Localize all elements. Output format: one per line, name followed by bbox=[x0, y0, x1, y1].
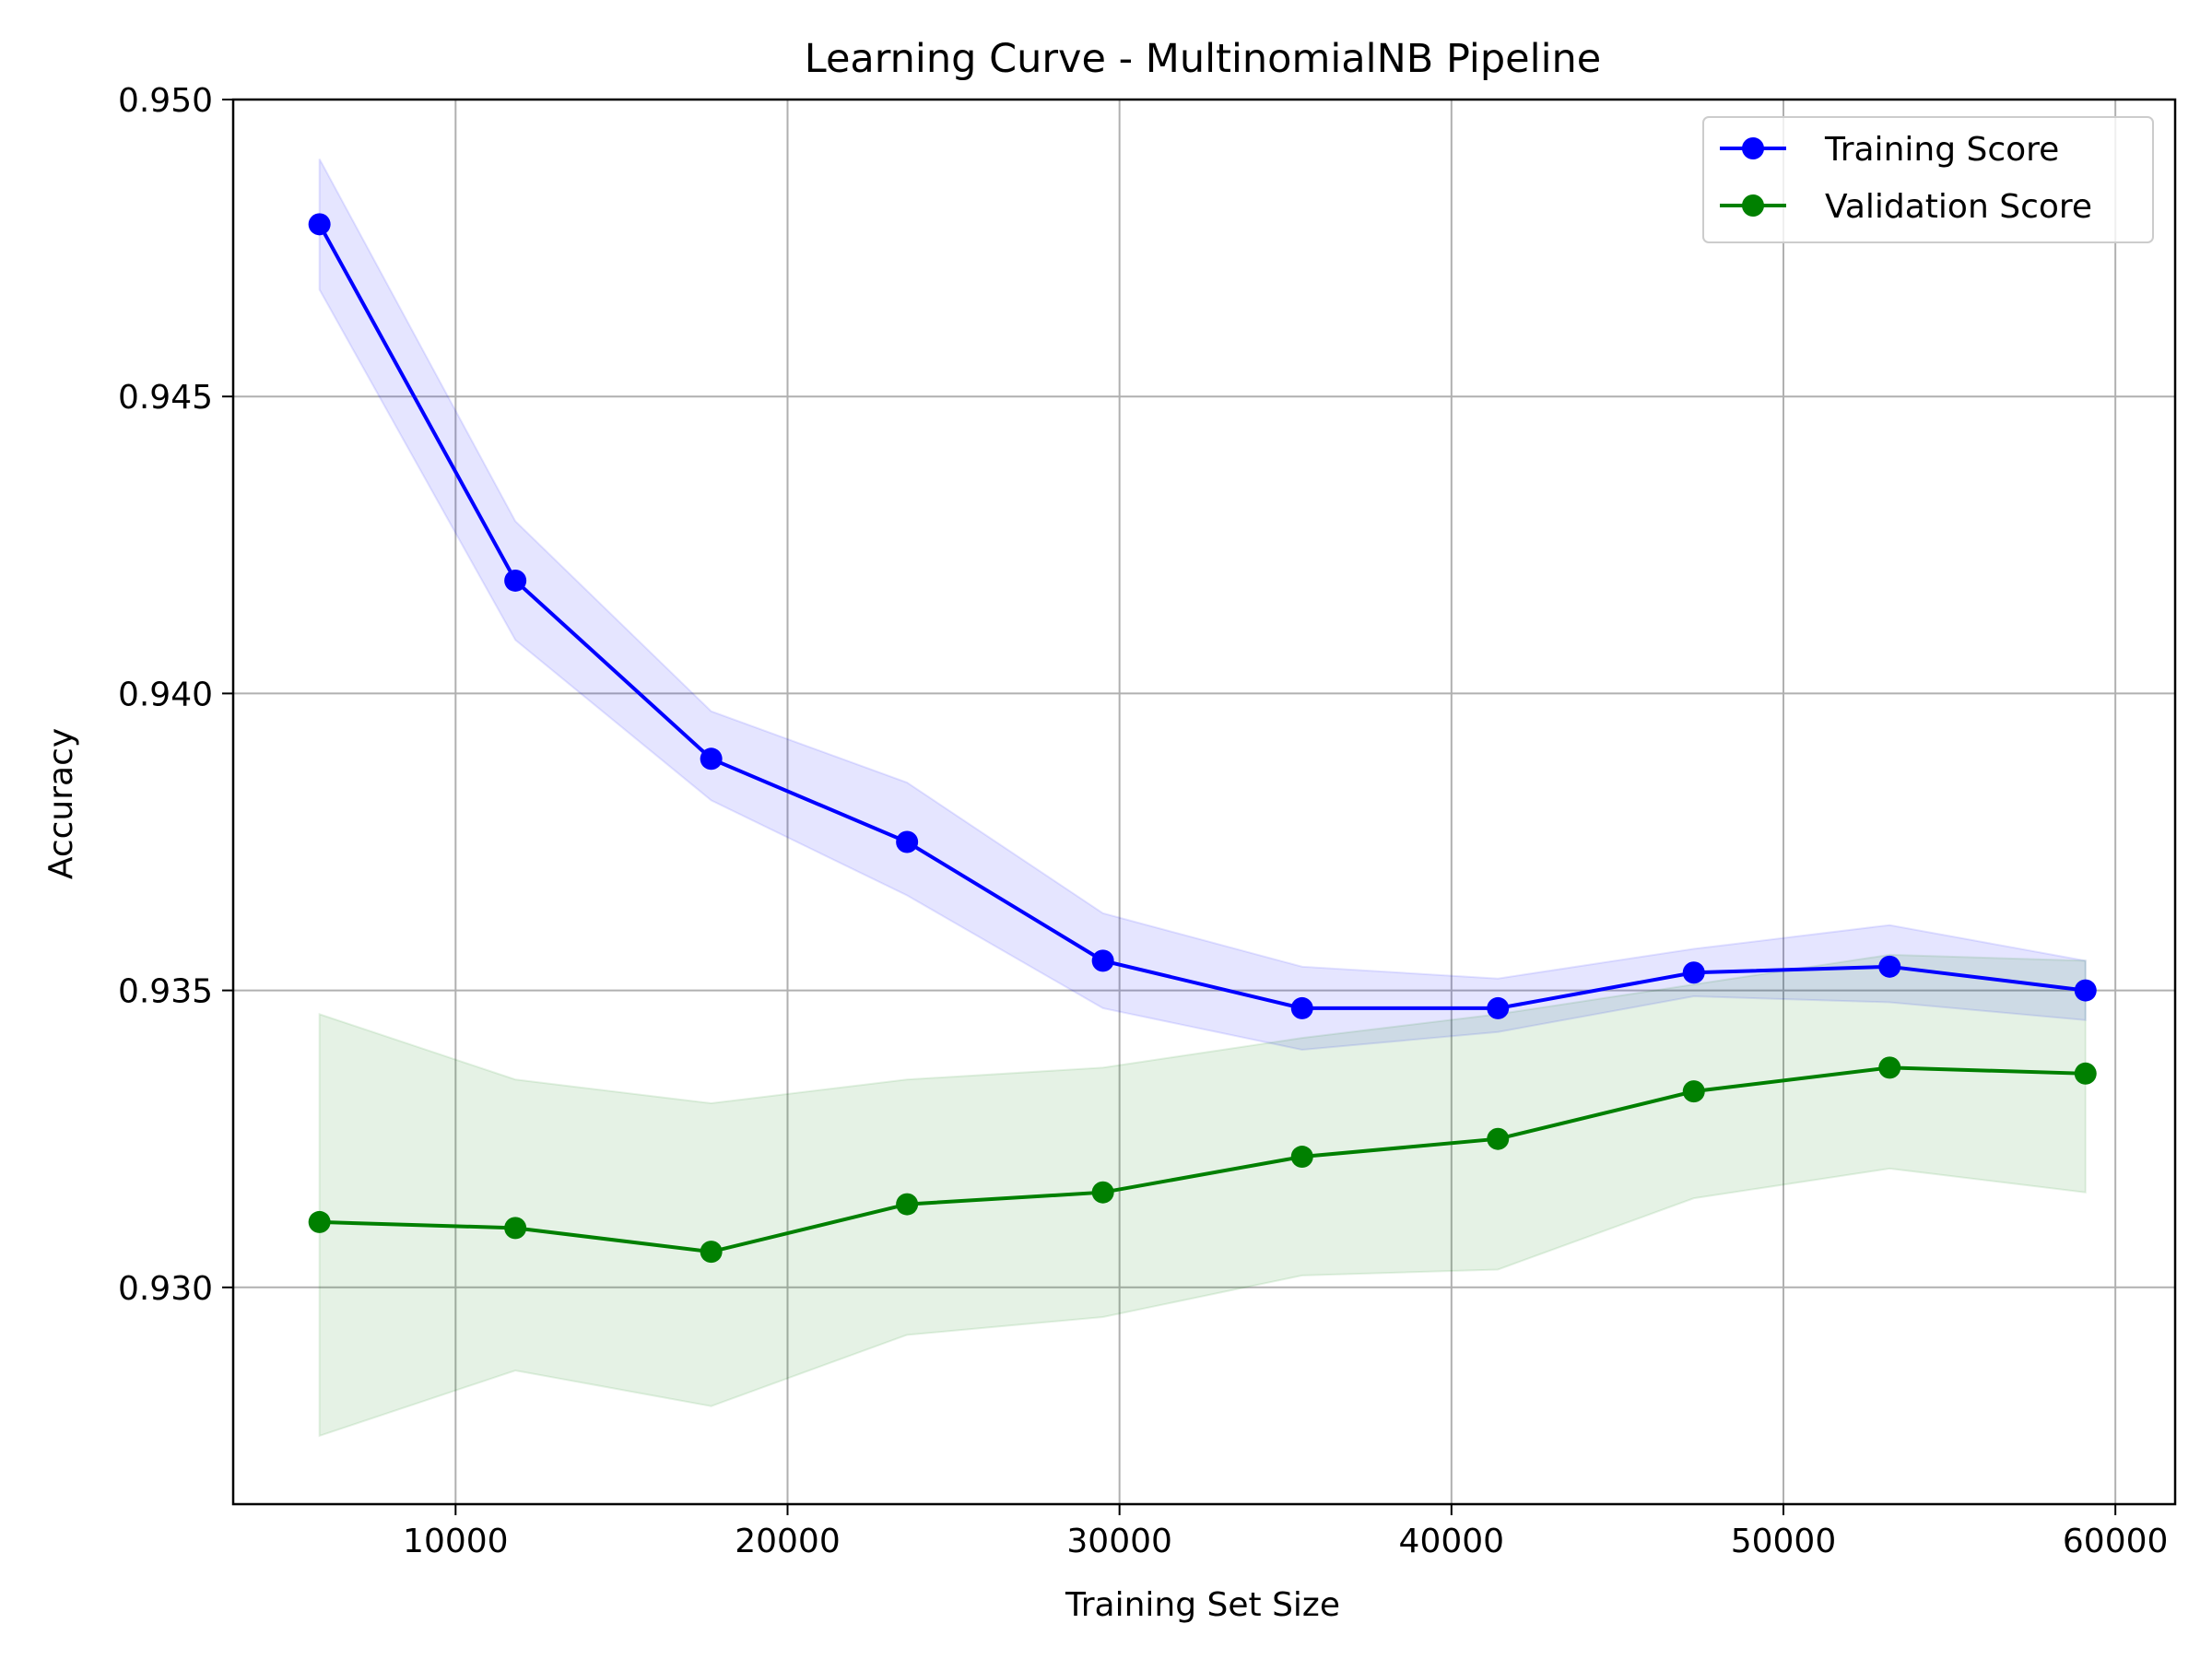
x-axis-title: Training Set Size bbox=[1065, 1586, 1340, 1624]
training-score-point bbox=[2074, 979, 2097, 1002]
training-score-point bbox=[896, 830, 919, 853]
validation-score-point bbox=[1878, 1056, 1901, 1079]
training-score-point bbox=[1091, 949, 1114, 972]
legend-label-training: Training Score bbox=[1824, 131, 2059, 169]
y-axis-title: Accuracy bbox=[42, 728, 80, 879]
training-score-point bbox=[308, 213, 331, 236]
validation-score-band bbox=[318, 953, 2087, 1438]
training-score-point bbox=[1682, 961, 1705, 984]
legend-swatch-training-marker bbox=[1742, 137, 1764, 159]
validation-score-point bbox=[896, 1193, 919, 1216]
validation-score-point bbox=[308, 1210, 331, 1233]
legend-swatch-validation-marker bbox=[1742, 194, 1764, 217]
x-tick-label: 60000 bbox=[2063, 1523, 2169, 1560]
x-tick-label: 50000 bbox=[1731, 1523, 1837, 1560]
confidence-bands bbox=[318, 158, 2087, 1438]
x-tick-label: 40000 bbox=[1399, 1523, 1505, 1560]
validation-score-point bbox=[700, 1241, 723, 1264]
y-axis-ticks: 0.930 0.935 0.940 0.945 0.950 bbox=[118, 82, 233, 1308]
legend-label-validation: Validation Score bbox=[1825, 188, 2092, 226]
training-score-point bbox=[700, 747, 723, 771]
x-axis-ticks: 10000 20000 30000 40000 50000 60000 bbox=[403, 1504, 2168, 1560]
y-tick-label: 0.935 bbox=[118, 973, 213, 1011]
validation-score-point bbox=[2074, 1062, 2097, 1085]
validation-score-point bbox=[504, 1217, 527, 1240]
plot-area-frame bbox=[231, 98, 2177, 1506]
y-tick-label: 0.940 bbox=[118, 676, 213, 713]
training-score-line bbox=[317, 223, 2086, 1010]
x-tick-label: 20000 bbox=[735, 1523, 841, 1560]
validation-score-point bbox=[1290, 1146, 1313, 1169]
x-tick-label: 30000 bbox=[1066, 1523, 1172, 1560]
training-score-point bbox=[504, 569, 527, 592]
training-score-point bbox=[1878, 955, 1901, 978]
x-tick-label: 10000 bbox=[403, 1523, 509, 1560]
legend-box bbox=[1702, 116, 2154, 243]
series-points bbox=[308, 213, 2097, 1264]
training-score-band bbox=[318, 158, 2087, 1052]
validation-score-line bbox=[319, 1065, 2086, 1254]
training-score-point bbox=[1290, 996, 1313, 1019]
validation-score-point bbox=[1091, 1181, 1114, 1204]
y-tick-label: 0.930 bbox=[118, 1270, 213, 1308]
validation-score-point bbox=[1682, 1080, 1705, 1103]
validation-score-point bbox=[1487, 1127, 1510, 1150]
chart-title: Learning Curve - MultinomialNB Pipeline bbox=[805, 36, 1601, 82]
y-tick-label: 0.945 bbox=[118, 379, 213, 417]
training-score-point bbox=[1487, 996, 1510, 1019]
y-tick-label: 0.950 bbox=[118, 82, 213, 120]
legend: Training Score Validation Score bbox=[1702, 116, 2154, 243]
series-lines bbox=[317, 223, 2086, 1254]
